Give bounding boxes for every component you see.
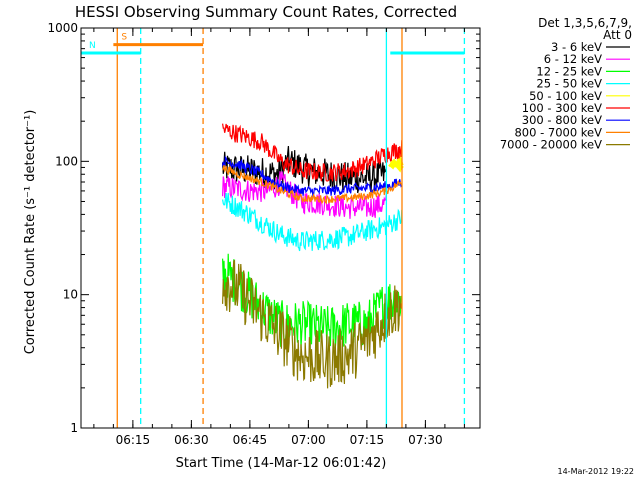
series-line (222, 155, 403, 199)
legend-label: 25 - 50 keV (536, 77, 602, 91)
y-tick-label: 1000 (47, 21, 78, 35)
y-axis-label: Corrected Count Rate (s⁻¹ detector⁻¹) (23, 110, 38, 355)
y-tick-label: 10 (63, 288, 78, 302)
footer-date: 14-Mar-2012 19:22 (558, 467, 635, 476)
x-tick-label: 06:15 (116, 433, 151, 447)
legend-label: 100 - 300 keV (522, 101, 602, 115)
legend-label: 7000 - 20000 keV (500, 138, 602, 152)
x-axis-label: Start Time (14-Mar-12 06:01:42) (176, 456, 387, 471)
series-line (388, 150, 404, 173)
series-line (222, 164, 403, 205)
y-tick-label: 1 (70, 421, 78, 435)
legend-label: 300 - 800 keV (522, 113, 602, 127)
series-line (222, 145, 387, 194)
flag-label: N (89, 41, 96, 51)
legend-label: 800 - 7000 keV (514, 125, 602, 139)
flag-label: S (121, 33, 127, 43)
legend-label: 6 - 12 keV (544, 52, 602, 66)
x-tick-label: 07:30 (408, 433, 443, 447)
legend-header-line2: Att 0 (603, 28, 632, 42)
series-line (222, 171, 387, 219)
x-tick-label: 07:15 (350, 433, 385, 447)
x-axis-ticks: 06:15 06:30 06:45 07:00 07:15 07:30 (93, 28, 465, 447)
x-tick-label: 06:30 (174, 433, 209, 447)
legend-label: 12 - 25 keV (536, 64, 602, 78)
series-line (222, 259, 403, 389)
x-tick-label: 07:00 (291, 433, 326, 447)
y-tick-label: 100 (55, 154, 78, 168)
y-axis-ticks: 1 10 100 1000 (47, 21, 480, 435)
series-line (222, 192, 403, 252)
legend-label: 3 - 6 keV (551, 40, 602, 54)
plot-frame (80, 27, 481, 429)
series-line (222, 123, 403, 182)
legend-header-line1: Det 1,3,5,6,7,9, (538, 16, 632, 30)
x-tick-label: 06:45 (233, 433, 268, 447)
plot-area: SN (80, 27, 481, 429)
legend-label: 50 - 100 keV (529, 89, 602, 103)
chart-title: HESSI Observing Summary Count Rates, Cor… (75, 3, 457, 21)
